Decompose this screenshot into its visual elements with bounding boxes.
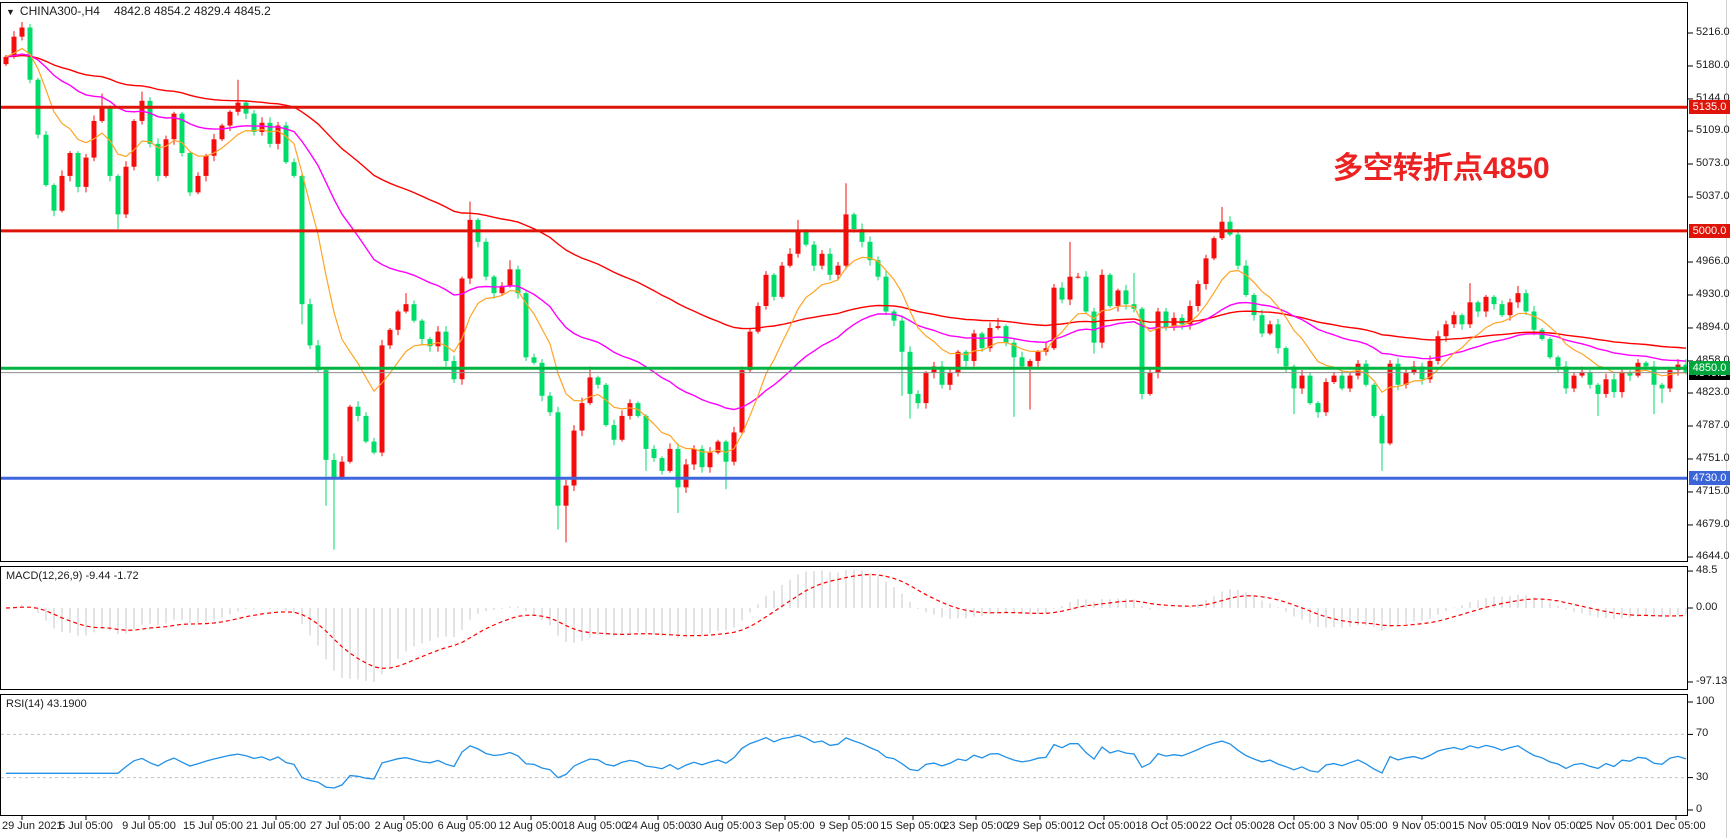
time-tick-label: 22 Oct 05:00	[1199, 820, 1263, 832]
time-tick-label: 15 Nov 05:00	[1452, 820, 1518, 832]
time-tick-label: 6 Aug 05:00	[437, 820, 497, 832]
indicator-tick-label: 100	[1696, 695, 1715, 707]
time-tick-label: 1 Dec 05:00	[1646, 820, 1706, 832]
time-tick-label: 29 Sep 05:00	[1007, 820, 1073, 832]
price-axis[interactable]: 5216.0 5180.0 5144.0 5109.0 5073.0 5037.0 4966…	[1688, 0, 1730, 816]
time-tick-label: 23 Sep 05:00	[943, 820, 1009, 832]
price-tick-label: 5216.0	[1696, 26, 1730, 38]
indicator-tick-label: 48.5	[1696, 564, 1718, 577]
time-tick-label: 3 Nov 05:00	[1328, 820, 1388, 832]
chart-annotation-text[interactable]: 多空转折点4850	[1333, 152, 1550, 185]
price-badge: 5000.0	[1689, 223, 1730, 238]
price-badge: 4730.0	[1689, 471, 1730, 486]
price-tick-label: 4787.0	[1696, 418, 1730, 431]
price-tick-label: 4823.0	[1696, 386, 1730, 399]
macd-indicator-label: MACD(12,26,9) -9.44 -1.72	[6, 570, 139, 582]
price-tick-label: 5180.0	[1696, 58, 1730, 71]
price-tick-label: 4966.0	[1696, 255, 1730, 268]
price-tick-label: 4894.0	[1696, 320, 1730, 333]
time-tick-label: 30 Aug 05:00	[689, 820, 755, 832]
rsi-indicator-label: RSI(14) 43.1900	[6, 698, 87, 710]
time-axis[interactable]: 29 Jun 2021 5 Jul 05:00 9 Jul 05:00 15 Jul …	[0, 817, 1730, 838]
time-tick-label: 25 Nov 05:00	[1580, 820, 1646, 832]
time-tick-label: 18 Oct 05:00	[1135, 820, 1199, 832]
price-tick-label: 4715.0	[1696, 484, 1730, 497]
indicator-tick-label: 70	[1696, 727, 1709, 740]
price-tick-label: 4930.0	[1696, 287, 1730, 300]
time-tick-label: 12 Oct 05:00	[1072, 820, 1136, 832]
price-tick-label: 5073.0	[1696, 156, 1730, 169]
indicator-tick-label: 30	[1696, 770, 1709, 783]
price-tick-label: 5037.0	[1696, 189, 1730, 202]
time-tick-label: 21 Jul 05:00	[246, 820, 306, 832]
chart-header: ▼ CHINA300-,H4 4842.8 4854.2 4829.4 4845.2	[6, 4, 271, 18]
time-tick-label: 15 Jul 05:00	[183, 820, 243, 832]
indicator-tick-label: -97.13	[1696, 674, 1728, 687]
time-tick-label: 28 Oct 05:00	[1262, 820, 1326, 832]
symbol-title: CHINA300-,H4	[19, 4, 100, 18]
price-badge: 5135.0	[1689, 100, 1730, 115]
time-tick-label: 9 Nov 05:00	[1392, 820, 1452, 832]
time-tick-label: 3 Sep 05:00	[755, 820, 815, 832]
time-tick-label: 12 Aug 05:00	[498, 820, 564, 832]
time-tick-label: 15 Sep 05:00	[880, 820, 946, 832]
price-tick-label: 4679.0	[1696, 517, 1730, 530]
time-tick-label: 9 Jul 05:00	[122, 820, 176, 832]
price-tick-label: 4751.0	[1696, 451, 1730, 464]
price-badge: 4850.0	[1689, 361, 1730, 376]
time-tick-label: 27 Jul 05:00	[310, 820, 370, 832]
time-tick-label: 9 Sep 05:00	[819, 820, 879, 832]
time-tick-label: 2 Aug 05:00	[374, 820, 434, 832]
indicator-tick-label: 0	[1696, 803, 1703, 815]
time-tick-label: 18 Aug 05:00	[562, 820, 628, 832]
time-tick-label: 19 Nov 05:00	[1516, 820, 1582, 832]
time-tick-label: 29 Jun 2021	[2, 820, 63, 832]
time-tick-label: 5 Jul 05:00	[59, 820, 113, 832]
price-tick-label: 5109.0	[1696, 124, 1730, 137]
indicator-tick-label: 0.00	[1696, 601, 1718, 613]
symbol-dropdown-icon[interactable]: ▼	[6, 7, 15, 17]
price-tick-label: 4644.0	[1696, 549, 1730, 562]
ohlc-values: 4842.8 4854.2 4829.4 4845.2	[113, 4, 271, 18]
time-tick-label: 24 Aug 05:00	[625, 820, 691, 832]
